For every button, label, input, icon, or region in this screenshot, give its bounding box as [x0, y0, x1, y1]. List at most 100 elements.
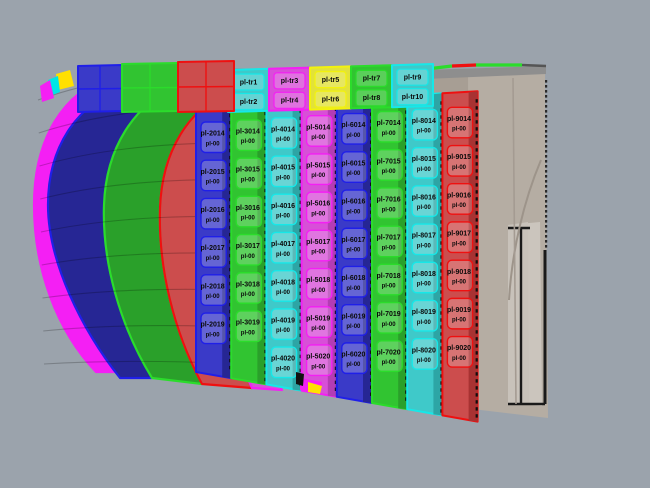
seam-stitch [475, 106, 478, 110]
label-cell[interactable] [200, 197, 227, 230]
label-cell[interactable] [446, 335, 474, 368]
strake-cell-sublabel: pl-00 [311, 326, 326, 332]
label-cell[interactable] [341, 151, 368, 184]
label-cell[interactable] [411, 108, 439, 141]
strake-cell-sublabel: pl-00 [276, 137, 291, 143]
deck-cell-2[interactable]: pl-tr5 pl-tr6 [309, 65, 352, 111]
label-cell[interactable] [411, 146, 439, 179]
label-cell[interactable] [270, 346, 298, 379]
strake-cell-label: pl-4015 [271, 165, 295, 172]
label-cell[interactable] [341, 227, 368, 260]
label-cell[interactable] [411, 261, 439, 294]
strake-cell-sublabel: pl-00 [452, 241, 467, 247]
strake-cell-sublabel: pl-00 [206, 218, 221, 224]
deck-label-cell[interactable] [355, 69, 388, 88]
strake-S09[interactable]: pl-5014 pl-00 pl-5015 pl-00 pl-5016 pl-00 pl-5… [300, 98, 338, 398]
label-cell[interactable] [376, 301, 403, 334]
strake-S12[interactable]: pl-8014 pl-00 pl-8015 pl-00 pl-8016 pl-00 pl-8… [406, 92, 444, 417]
strake-cell-sublabel: pl-00 [276, 366, 291, 372]
strake-S08[interactable]: pl-4014 pl-00 pl-4015 pl-00 pl-4016 pl-00 pl-4… [265, 100, 303, 392]
label-cell[interactable] [200, 159, 227, 192]
seam-stitch [475, 169, 478, 173]
label-cell[interactable] [305, 229, 333, 262]
label-cell[interactable] [305, 191, 333, 224]
label-cell[interactable] [235, 310, 263, 343]
label-cell[interactable] [270, 193, 298, 226]
label-cell[interactable] [305, 306, 333, 338]
label-cell[interactable] [376, 340, 403, 372]
strake-cell-sublabel: pl-00 [382, 360, 397, 366]
label-cell[interactable] [376, 263, 403, 296]
deck-label-cell[interactable] [314, 70, 347, 89]
label-cell[interactable] [446, 144, 474, 177]
label-cell[interactable] [341, 189, 368, 222]
panel-edge-dot [545, 85, 548, 88]
strake-cell-sublabel: pl-00 [311, 173, 326, 179]
label-cell[interactable] [411, 223, 439, 256]
deck-label-cell[interactable] [314, 90, 347, 108]
strake-S13[interactable]: pl-9014 pl-00 pl-9015 pl-00 pl-9016 pl-00 pl-9… [441, 90, 479, 423]
label-cell[interactable] [305, 344, 333, 377]
deck-label-cell[interactable] [355, 89, 388, 107]
deck-label-cell[interactable] [273, 91, 306, 109]
deck-cell-1[interactable]: pl-tr3 pl-tr4 [268, 66, 311, 112]
label-cell[interactable] [376, 225, 403, 258]
upper-left-block-0[interactable] [77, 64, 123, 113]
label-cell[interactable] [341, 303, 368, 336]
label-cell[interactable] [411, 337, 439, 370]
panel-edge-dot [545, 225, 548, 228]
label-cell[interactable] [235, 195, 263, 228]
label-cell[interactable] [200, 235, 227, 268]
strake-S10[interactable]: pl-6014 pl-00 pl-6015 pl-00 pl-6016 pl-00 pl-6… [335, 96, 373, 404]
label-cell[interactable] [341, 342, 368, 375]
label-cell[interactable] [446, 297, 474, 330]
strake-cell-label: pl-8016 [412, 194, 436, 201]
label-cell[interactable] [341, 265, 368, 298]
label-cell[interactable] [200, 121, 227, 154]
label-cell[interactable] [270, 231, 298, 264]
label-cell[interactable] [446, 106, 474, 139]
strake-cell-sublabel: pl-00 [452, 127, 467, 133]
label-cell[interactable] [446, 183, 474, 215]
label-cell[interactable] [235, 119, 263, 152]
label-cell[interactable] [411, 185, 439, 218]
label-cell[interactable] [270, 269, 298, 302]
label-cell[interactable] [270, 117, 298, 150]
label-cell[interactable] [305, 267, 333, 300]
strake-cell-label: pl-9015 [447, 154, 471, 161]
top-edge-strip-red [451, 63, 477, 68]
label-cell[interactable] [235, 272, 263, 304]
deck-cell-3[interactable]: pl-tr7 pl-tr8 [350, 64, 393, 110]
strake-shading [433, 93, 443, 416]
upper-left-block-2[interactable] [177, 60, 235, 113]
label-cell[interactable] [446, 259, 474, 292]
label-cell[interactable] [411, 299, 439, 332]
deck-label-cell[interactable] [273, 72, 306, 90]
label-cell[interactable] [235, 157, 263, 190]
label-cell[interactable] [305, 153, 333, 186]
strake-S07[interactable]: pl-3014 pl-00 pl-3015 pl-00 pl-3016 pl-00 pl-3… [230, 102, 268, 386]
label-cell[interactable] [270, 308, 298, 341]
strake-cell-label: pl-5014 [306, 124, 330, 131]
label-cell[interactable] [376, 187, 403, 220]
seam-stitch [475, 302, 478, 306]
deck-label-cell[interactable] [396, 68, 429, 86]
deck-label-cell[interactable] [396, 88, 429, 106]
label-cell[interactable] [200, 312, 227, 345]
upper-left-block-1[interactable] [121, 62, 179, 113]
label-cell[interactable] [305, 114, 333, 147]
label-cell[interactable] [235, 233, 263, 266]
label-cell[interactable] [446, 221, 474, 254]
strake-S11[interactable]: pl-7014 pl-00 pl-7015 pl-00 pl-7016 pl-00 pl-7… [371, 94, 409, 411]
label-cell[interactable] [270, 155, 298, 188]
panel-edge-dot [545, 220, 548, 223]
deck-cell-4[interactable]: pl-tr9 pl-tr10 [391, 63, 434, 109]
label-cell[interactable] [341, 112, 368, 145]
strake-S06[interactable]: pl-2014 pl-00 pl-2015 pl-00 pl-2016 pl-00 pl-2… [195, 104, 233, 380]
panel-edge-dot [545, 235, 548, 238]
label-cell[interactable] [376, 149, 403, 181]
label-cell[interactable] [376, 110, 403, 143]
label-cell[interactable] [200, 274, 227, 307]
